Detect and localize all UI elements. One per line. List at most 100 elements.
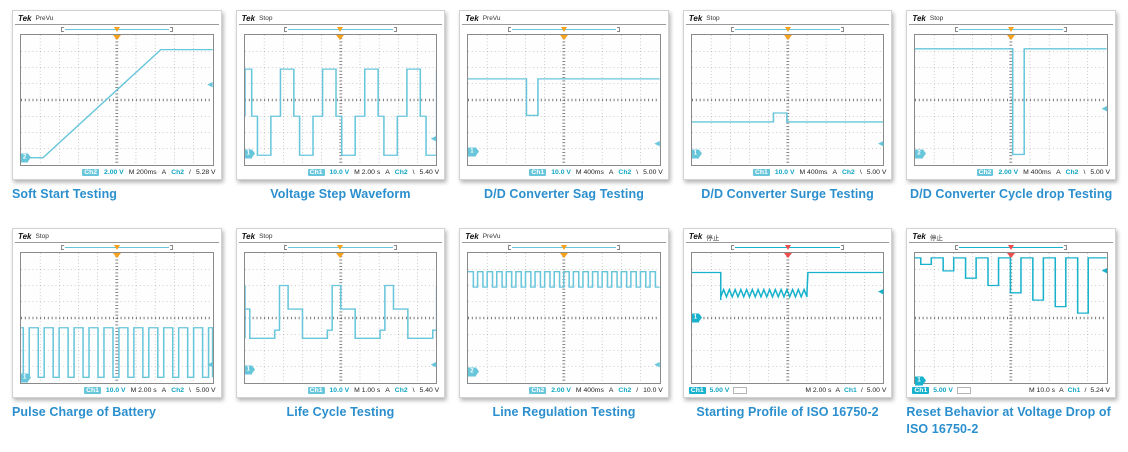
trigger-position-icon xyxy=(1008,245,1015,251)
scope-screen: 1 ◀ xyxy=(914,252,1108,386)
trigger-slope: / xyxy=(636,386,639,394)
scope-screen: 1 ◀ xyxy=(690,252,885,385)
trigger-level-icon: ◀ xyxy=(878,140,884,148)
record-bracket-right-icon xyxy=(1064,245,1068,251)
center-axes xyxy=(21,253,213,384)
trigger-level: 5.40 V xyxy=(419,386,440,394)
trigger-source: Ch2 xyxy=(171,168,185,176)
trigger-position-icon xyxy=(113,245,120,251)
readout-bar: Ch1 10.0 V M 400ms A Ch2 \ 5.00 V xyxy=(686,166,890,178)
channel-badge: Ch1 xyxy=(84,386,101,394)
readout-left-group: Ch1 5.00 V xyxy=(912,386,971,394)
channel-badge: Ch1 xyxy=(753,168,770,176)
channel-marker: 1 xyxy=(244,149,256,159)
center-axes xyxy=(915,35,1107,165)
volts-per-div: 5.00 V xyxy=(709,386,730,394)
trigger-position-marker-icon xyxy=(112,35,121,40)
center-axes xyxy=(468,253,660,384)
tek-logo: Tek xyxy=(912,232,926,242)
scope-graticule xyxy=(691,253,884,384)
trigger-level: 5.00 V xyxy=(1090,168,1110,176)
scope-caption: D/D Converter Surge Testing xyxy=(701,187,874,201)
trigger-source: Ch2 xyxy=(171,386,185,394)
scope-caption: Starting Profile of ISO 16750-2 xyxy=(696,405,879,420)
channel-marker: 1 xyxy=(691,313,703,323)
acquisition-status: PreVu xyxy=(482,15,501,22)
tek-logo: Tek xyxy=(18,14,32,23)
readout-box xyxy=(956,386,971,394)
record-view-bar xyxy=(914,25,1108,34)
trigger-level: 5.24 V xyxy=(1090,386,1110,394)
record-view-bar xyxy=(691,25,885,34)
waveform-trace xyxy=(244,68,437,156)
scope-graticule xyxy=(21,35,213,165)
volts-per-div: 10.0 V xyxy=(551,168,571,176)
record-view-bar xyxy=(914,243,1108,252)
acquisition-status: PreVu xyxy=(482,233,501,241)
trigger-level: 5.40 V xyxy=(419,168,440,176)
scope-caption: D/D Converter Sag Testing xyxy=(484,187,644,201)
scope-graticule xyxy=(244,253,437,384)
trigger-level-icon: ◀ xyxy=(207,81,213,89)
scope-header: Tek Stop xyxy=(15,231,219,244)
record-bracket-left-icon xyxy=(60,27,64,32)
trigger-slope: \ xyxy=(412,168,415,176)
readout-bar: Ch1 10.0 V M 2.00 s A Ch2 \ 5.00 V xyxy=(15,384,219,396)
scope-screen: 1 ◀ xyxy=(243,252,438,385)
trigger-position-marker-icon xyxy=(1007,253,1016,259)
scope-screen: 1 ◀ xyxy=(20,252,214,385)
scope-caption: Line Regulation Testing xyxy=(492,405,636,420)
channel-marker: 1 xyxy=(21,373,32,383)
tek-logo: Tek xyxy=(688,232,703,242)
trigger-position-marker-icon xyxy=(559,253,568,259)
trigger-source: Ch2 xyxy=(1065,168,1079,176)
record-bracket-left-icon xyxy=(731,27,735,32)
readout-bar: Ch2 2.00 V M 200ms A Ch2 / 5.28 V xyxy=(15,166,219,178)
waveform-trace xyxy=(691,112,884,123)
trigger-position-marker-icon xyxy=(783,253,792,259)
trigger-source: Ch1 xyxy=(844,386,857,394)
trigger-position-icon xyxy=(784,27,791,32)
scope-screen: 2 ◀ xyxy=(467,252,661,385)
record-bracket-right-icon xyxy=(1064,27,1068,32)
trigger-position-icon xyxy=(560,245,567,251)
trigger-source: Ch2 xyxy=(394,386,408,394)
timebase: M 400ms xyxy=(799,168,828,176)
record-bracket-right-icon xyxy=(169,27,173,32)
waveform-trace xyxy=(468,271,660,289)
center-axes xyxy=(21,35,213,165)
record-bracket-left-icon xyxy=(731,245,735,251)
channel-badge: Ch2 xyxy=(976,168,994,176)
channel-badge: Ch1 xyxy=(307,386,325,394)
waveform-trace xyxy=(21,327,213,379)
trigger-level-icon: ◀ xyxy=(878,288,884,296)
trigger-slope: \ xyxy=(859,168,862,176)
record-bracket-left-icon xyxy=(60,245,64,251)
acquisition-label: A xyxy=(385,168,390,176)
timebase: M 400ms xyxy=(1023,168,1052,176)
scope-screen: 1 ◀ xyxy=(243,34,438,166)
scope-caption: Pulse Charge of Battery xyxy=(12,405,157,420)
acquisition-label: A xyxy=(161,168,167,176)
acquisition-label: A xyxy=(1059,386,1064,394)
trigger-position-marker-icon xyxy=(1007,35,1016,40)
timebase: M 1.00 s xyxy=(354,386,381,394)
readout-bar: Ch1 10.0 V M 1.00 s A Ch2 \ 5.40 V xyxy=(239,384,443,396)
center-axes xyxy=(244,35,437,165)
scope-header: Tek Stop xyxy=(685,13,890,25)
acquisition-status: Stop xyxy=(259,233,273,241)
tek-logo: Tek xyxy=(688,14,703,23)
record-bracket-right-icon xyxy=(617,27,621,32)
trigger-level-icon: ◀ xyxy=(430,135,437,143)
record-view-bar xyxy=(20,25,214,34)
tek-logo: Tek xyxy=(912,14,926,23)
trigger-level: 5.00 V xyxy=(866,386,887,394)
